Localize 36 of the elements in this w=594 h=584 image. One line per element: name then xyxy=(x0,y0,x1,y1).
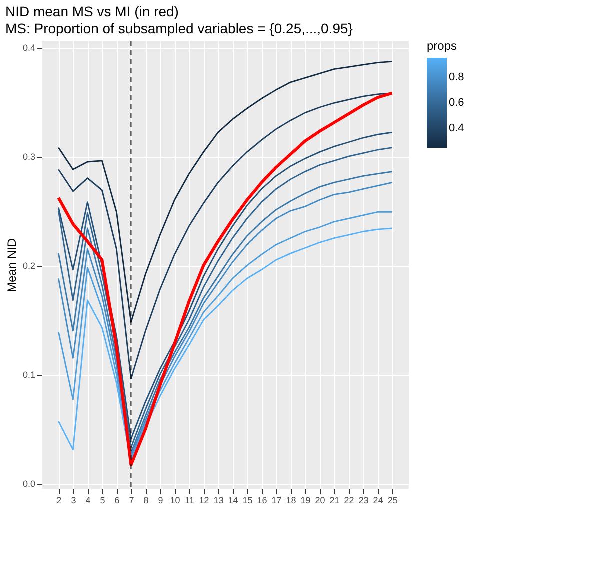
x-tick-label: 18 xyxy=(286,496,296,506)
x-tick-label: 5 xyxy=(100,496,106,506)
color-bar-title: props xyxy=(427,39,458,53)
x-tick-label: 8 xyxy=(144,496,149,506)
chart-subtitle: MS: Proportion of subsampled variables = {0.25,...,0.95} xyxy=(5,20,354,36)
y-tick-label: 0.1 xyxy=(22,370,36,380)
x-tick-label: 15 xyxy=(242,496,253,506)
color-bar-label: 0.6 xyxy=(449,97,464,109)
x-tick-label: 25 xyxy=(388,496,398,506)
x-tick-label: 10 xyxy=(170,496,180,506)
x-tick-label: 12 xyxy=(199,496,210,506)
x-tick-label: 17 xyxy=(272,496,282,506)
y-tick-label: 0.3 xyxy=(22,152,36,162)
y-tick-label: 0.4 xyxy=(22,43,36,54)
x-tick-label: 24 xyxy=(373,496,384,506)
x-tick-label: 11 xyxy=(185,496,194,506)
y-tick-label: 0.2 xyxy=(22,261,36,272)
x-tick-label: 13 xyxy=(214,496,224,506)
y-axis-title: Mean NID xyxy=(4,238,19,293)
x-tick-label: 20 xyxy=(315,496,326,506)
chart-title: NID mean MS vs MI (in red) xyxy=(5,4,179,20)
x-tick-label: 7 xyxy=(129,496,134,506)
x-tick-label: 16 xyxy=(257,496,268,506)
x-tick-label: 23 xyxy=(358,496,369,506)
x-tick-label: 6 xyxy=(114,496,120,506)
color-bar-label: 0.4 xyxy=(449,122,464,135)
x-tick-label: 22 xyxy=(344,496,354,506)
x-tick-label: 21 xyxy=(330,496,340,506)
y-tick-label: 0.0 xyxy=(22,479,36,490)
x-tick-label: 19 xyxy=(300,496,311,506)
x-tick-label: 9 xyxy=(158,496,164,506)
x-tick-label: 4 xyxy=(86,496,91,506)
x-tick-label: 3 xyxy=(71,496,76,506)
x-tick-label: 14 xyxy=(228,496,238,506)
x-tick-label: 2 xyxy=(56,496,62,506)
color-bar-label: 0.8 xyxy=(449,71,464,84)
